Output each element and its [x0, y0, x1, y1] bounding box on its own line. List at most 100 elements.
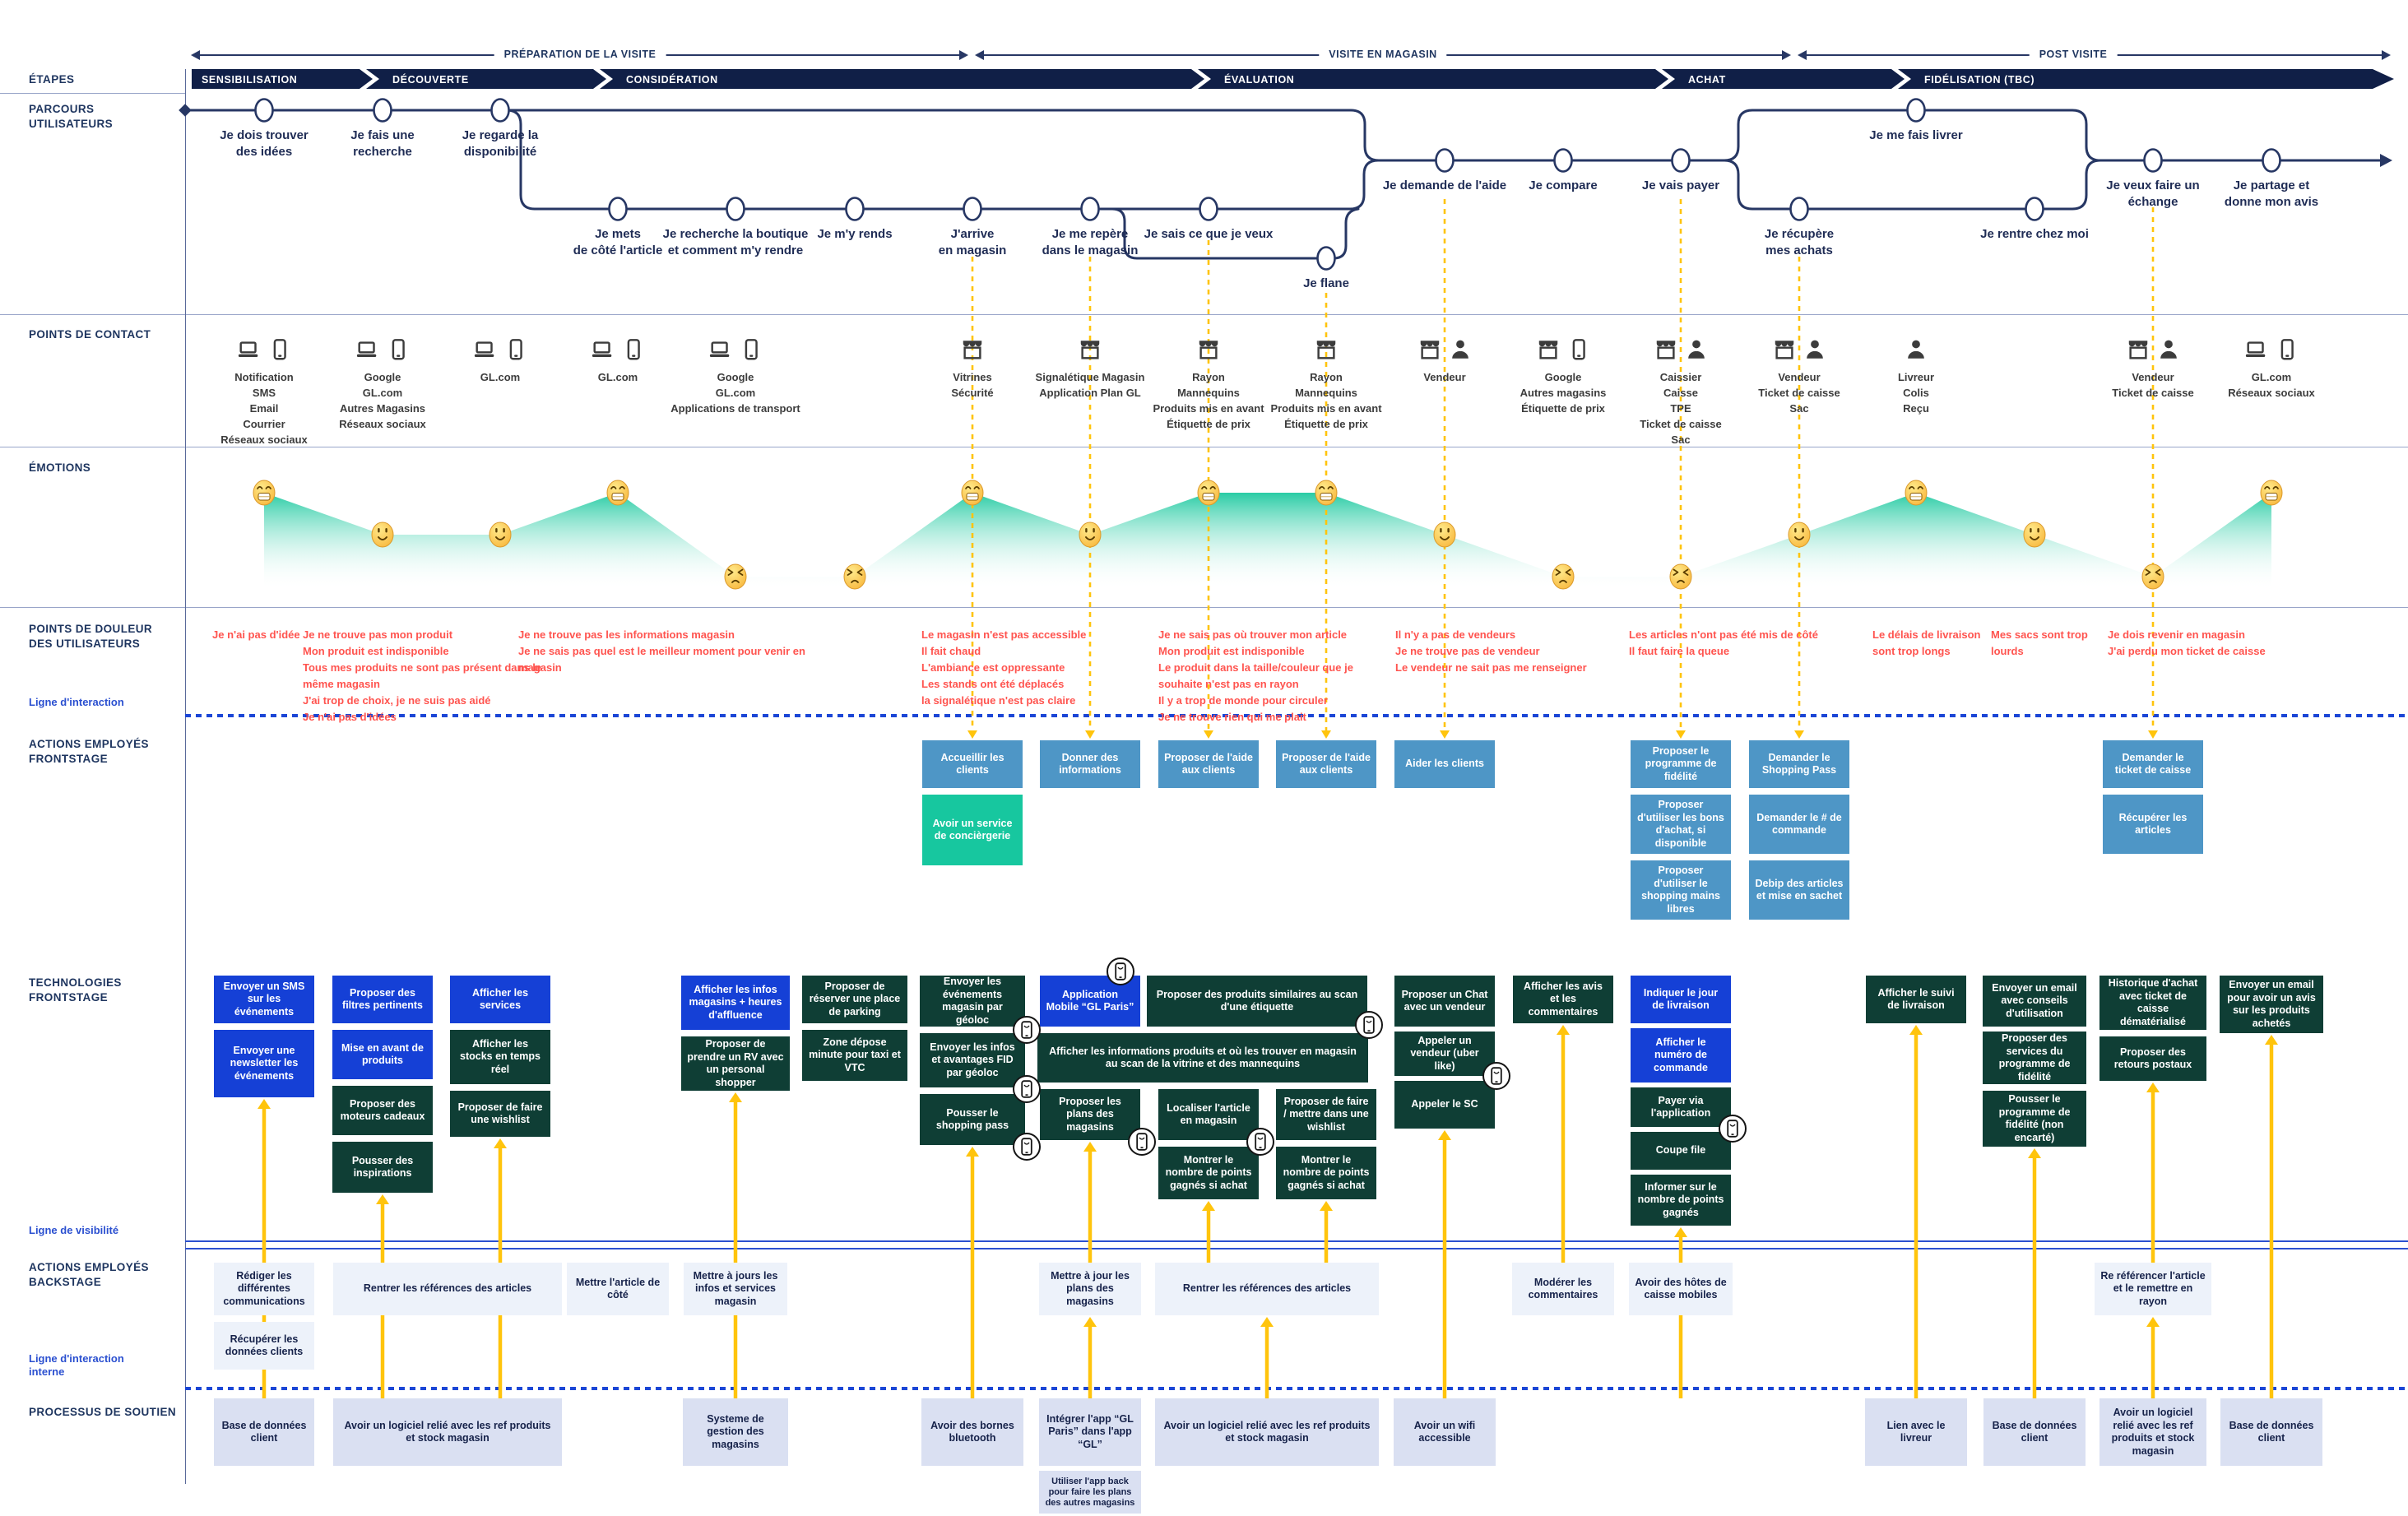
journey-step-node	[726, 197, 745, 221]
mobile-app-badge	[1482, 1062, 1510, 1090]
phone-icon	[386, 337, 411, 362]
emotion-face-weary-icon	[2141, 563, 2164, 590]
store-icon	[1536, 337, 1561, 362]
emotion-face-smile-icon	[1079, 522, 1102, 548]
frontstage-action-box: Proposer de l'aide aux clients	[1276, 740, 1376, 788]
visibility-line	[185, 1240, 2408, 1249]
person-icon	[1448, 337, 1473, 362]
journey-step-label: Je compare	[1529, 178, 1598, 192]
laptop-icon	[591, 337, 615, 362]
technology-box: Informer sur le nombre de points gagnés	[1631, 1175, 1731, 1226]
touchpoint-group: Rayon Mannequins Produits mis en avant Étiq…	[1130, 337, 1287, 432]
support-process-box: Utiliser l'app back pour faire les plans…	[1039, 1471, 1141, 1514]
touchpoint-item: Google	[364, 371, 401, 383]
journey-step-label: J'arrive en magasin	[938, 227, 1007, 257]
emotion-face-grin-icon	[1197, 480, 1220, 506]
phone-icon	[503, 337, 528, 362]
pain-point-text: Je ne trouve pas mon produit Mon produit …	[303, 628, 542, 723]
journey-step-node	[608, 197, 628, 221]
backstage-action-box: Rentrer les références des articles	[1155, 1263, 1379, 1315]
technology-box: Proposer de faire une wishlist	[450, 1091, 550, 1137]
row-label-technologies: TECHNOLOGIES FRONTSTAGE	[29, 976, 122, 1004]
journey-step-node	[1906, 98, 1926, 123]
technology-box: Afficher les infos magasins + heures d'a…	[681, 976, 790, 1030]
row-label-actions-frontstage: ACTIONS EMPLOYÉS FRONTSTAGE	[29, 738, 149, 765]
touchpoint-item: Vitrines	[953, 371, 992, 383]
journey-step-label: Je flane	[1303, 276, 1349, 290]
technology-box: Envoyer les événements magasin par géolo…	[920, 976, 1025, 1027]
phone-icon	[739, 337, 763, 362]
row-label-parcours: PARCOURS UTILISATEURS	[29, 103, 114, 130]
touchpoint-group: Rayon Mannequins Produits mis en avant Étiq…	[1248, 337, 1404, 432]
touchpoint-item: GL.com	[480, 371, 521, 383]
technology-box: Envoyer une newsletter les événements	[214, 1030, 314, 1097]
mobile-app-badge	[1013, 1016, 1041, 1044]
phase-segment-label: ACHAT	[1688, 74, 1726, 86]
mobile-app-badge	[1246, 1128, 1274, 1156]
touchpoint-item: GL.com	[597, 371, 638, 383]
pain-point-text: Je n'ai pas d'idée	[212, 628, 300, 641]
row-separator-emotions	[0, 607, 2408, 608]
pain-point-text: Le magasin n'est pas accessible Il fait c…	[921, 628, 1087, 707]
phone-icon	[1021, 1080, 1032, 1098]
touchpoint-item: TPE	[1670, 402, 1691, 415]
frontstage-action-box: Proposer le programme de fidélité	[1631, 740, 1731, 788]
phone-icon	[1727, 1120, 1738, 1138]
touchpoint-item: GL.com	[2251, 371, 2292, 383]
emotion-face-grin-icon	[2260, 480, 2283, 506]
touchpoint-item: Notification	[234, 371, 294, 383]
emotion-face-weary-icon	[1552, 563, 1575, 590]
touchpoint-group: Google Autres magasins Étiquette de prix	[1485, 337, 1641, 416]
journey-step-label: Je me repère dans le magasin	[1042, 227, 1139, 257]
backstage-action-box: Avoir des hôtes de caisse mobiles	[1629, 1263, 1733, 1315]
laptop-icon	[2244, 337, 2269, 362]
row-label-processus: PROCESSUS DE SOUTIEN	[29, 1406, 177, 1418]
technology-box: Proposer des filtres pertinents	[332, 976, 433, 1023]
touchpoint-group: Notification SMS Email Courrier Réseaux soci…	[186, 337, 342, 447]
touchpoint-group: GL.com Réseaux sociaux	[2193, 337, 2350, 401]
frontstage-action-box: Récupérer les articles	[2103, 795, 2203, 854]
touchpoint-item: GL.com	[715, 387, 756, 399]
pain-point-text: Il n'y a pas de vendeurs Je ne trouve pas…	[1395, 628, 1587, 674]
technology-box: Proposer des moteurs cadeaux	[332, 1086, 433, 1135]
laptop-icon	[473, 337, 498, 362]
store-icon	[960, 337, 985, 362]
journey-step-label: Je sais ce que je veux	[1144, 227, 1274, 241]
journey-step-node	[2143, 148, 2163, 173]
journey-step-label: Je recherche la boutique et comment m'y …	[662, 227, 809, 257]
technology-box: Pousser le programme de fidélité (non en…	[1983, 1091, 2086, 1147]
touchpoint-item: Sac	[1671, 433, 1691, 446]
touchpoint-item: Ticket de caisse	[1758, 387, 1840, 399]
technology-box: Indiquer le jour de livraison	[1631, 976, 1731, 1023]
technology-box: Afficher les services	[450, 976, 550, 1023]
backstage-action-box: Modérer les commentaires	[1512, 1263, 1614, 1315]
phone-icon	[1363, 1016, 1375, 1034]
technology-box: Envoyer un email avec conseils d'utilisa…	[1983, 976, 2086, 1027]
backstage-action-box: Récupérer les données clients	[214, 1322, 314, 1370]
touchpoint-item: Réseaux sociaux	[220, 433, 308, 446]
row-label-ligne-visibilite: Ligne de visibilité	[29, 1224, 119, 1236]
emotion-face-grin-icon	[606, 480, 629, 506]
touchpoint-item: Produits mis en avant	[1153, 402, 1264, 415]
phase-segment-label: SENSIBILISATION	[202, 74, 297, 86]
journey-step-node	[1080, 197, 1100, 221]
touchpoint-item: Rayon	[1192, 371, 1225, 383]
touchpoint-group: Vendeur	[1366, 337, 1523, 385]
touchpoint-item: SMS	[252, 387, 276, 399]
technology-box: Pousser le shopping pass	[920, 1094, 1025, 1145]
technology-box: Afficher les avis et les commentaires	[1513, 976, 1613, 1023]
mobile-app-badge	[1719, 1115, 1747, 1143]
row-label-points-contact: POINTS DE CONTACT	[29, 328, 151, 341]
store-icon	[1196, 337, 1221, 362]
touchpoint-item: Produits mis en avant	[1270, 402, 1382, 415]
journey-step-label: Je vais payer	[1641, 178, 1720, 192]
mobile-app-badge	[1355, 1011, 1383, 1039]
touchpoint-item: Autres magasins	[1519, 387, 1607, 399]
touchpoint-item: Sac	[1789, 402, 1809, 415]
technology-box: Afficher le numéro de commande	[1631, 1028, 1731, 1083]
technology-box: Payer via l'application	[1631, 1087, 1731, 1127]
touchpoint-item: Applications de transport	[670, 402, 800, 415]
store-icon	[1314, 337, 1339, 362]
frontstage-action-box: Demander le # de commande	[1749, 795, 1849, 854]
